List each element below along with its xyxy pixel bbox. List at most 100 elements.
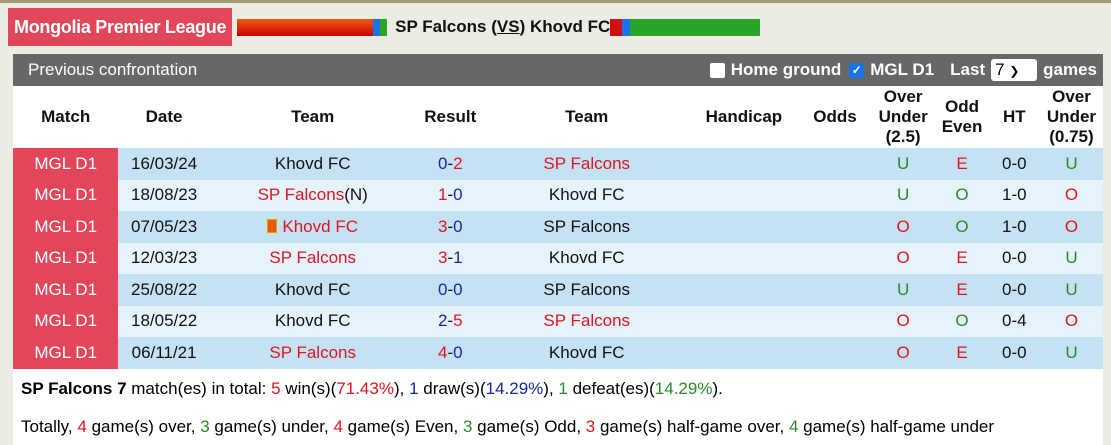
match-league[interactable]: MGL D1 [13,179,119,211]
away-team[interactable]: Khovd FC [484,337,689,369]
home-team-name: SP Falcons [395,17,487,36]
column-header: Match [41,107,91,126]
odds [799,242,871,274]
top-border [0,0,1111,3]
match-date: 06/11/21 [118,337,210,369]
home-team[interactable]: Khovd FC [209,211,416,243]
match-date: 18/05/22 [118,305,210,337]
away-team[interactable]: SP Falcons [484,305,689,337]
match-league[interactable]: MGL D1 [13,305,119,337]
handicap [688,211,800,243]
home-team[interactable]: SP Falcons [209,337,416,369]
away-team[interactable]: Khovd FC [484,242,689,274]
table-row: MGL D1 25/08/22 Khovd FC 0-0 SP Falcons … [13,274,1103,306]
away-team-name: Khovd FC [529,17,611,36]
odd-even: E [935,337,989,369]
odds [799,274,871,306]
half-time-score: 1-0 [988,211,1040,243]
league-filter-label: MGL D1 [870,60,935,79]
handicap [688,242,800,274]
match-date: 18/08/23 [118,179,210,211]
odd-even: E [935,148,989,180]
summary-text: game(s) under, [209,416,334,436]
table-row: MGL D1 18/05/22 Khovd FC 2-5 SP Falcons … [13,305,1103,337]
over-under-2-5: U [870,179,936,211]
summary-text: 4 [77,416,87,436]
table-row: MGL D1 12/03/23 SP Falcons 3-1 Khovd FC … [13,242,1103,274]
league-name[interactable]: Mongolia Premier League [8,8,233,46]
odds [799,148,871,180]
odd-even: O [935,179,989,211]
home-ground-label: Home ground [730,60,842,79]
home-team[interactable]: SP Falcons(N) [209,179,416,211]
games-label: games [1043,60,1097,79]
last-games-select[interactable]: 7 ❯ [991,59,1038,81]
home-ground-checkbox[interactable] [709,62,725,78]
summary-text: game(s) half-game under [798,416,995,436]
league-filter-checkbox[interactable]: ✓ [849,62,865,78]
handicap [688,337,800,369]
odds [799,211,871,243]
handicap [688,305,800,337]
odd-even: E [935,242,989,274]
away-team[interactable]: SP Falcons [484,274,689,306]
previous-confrontation-panel: Previous confrontation Home ground ✓ MGL… [13,54,1103,445]
column-header: Date [145,107,183,126]
vs-link[interactable]: VS [496,17,520,36]
match-league[interactable]: MGL D1 [13,274,119,306]
over-under-0-75: U [1039,337,1103,369]
match-league[interactable]: MGL D1 [13,148,119,180]
confrontation-table: Match Date Team Result Team Handicap Odds Over … [13,86,1103,369]
away-team[interactable]: SP Falcons [484,148,689,180]
half-time-score: 0-0 [988,337,1040,369]
away-form-bar [610,18,761,36]
home-team[interactable]: Khovd FC [209,305,416,337]
match-league[interactable]: MGL D1 [13,242,119,274]
odds [799,337,871,369]
match-result[interactable]: 3-0 [415,211,485,243]
column-header: Over Under (0.75) [1046,87,1097,146]
half-time-score: 0-0 [988,274,1040,306]
panel-header: Previous confrontation Home ground ✓ MGL… [13,54,1103,86]
match-result[interactable]: 0-2 [415,148,485,180]
odds [799,179,871,211]
home-team[interactable]: Khovd FC [209,274,416,306]
odd-even: E [935,274,989,306]
match-date: 25/08/22 [118,274,210,306]
summary-line-2: Totally, 4 game(s) over, 3 game(s) under… [13,407,1103,445]
over-under-2-5: U [870,148,936,180]
away-team[interactable]: SP Falcons [484,211,689,243]
column-header: Odd Even [941,97,983,136]
summary-text: 3 [462,416,473,436]
match-league[interactable]: MGL D1 [13,337,119,369]
match-result[interactable]: 2-5 [415,305,485,337]
match-result[interactable]: 4-0 [415,337,485,369]
home-team[interactable]: SP Falcons [209,242,416,274]
match-result[interactable]: 1-0 [415,179,485,211]
handicap [688,274,800,306]
home-team[interactable]: Khovd FC [209,148,416,180]
column-header: Team [291,107,335,126]
summary-text: 4 [788,416,799,436]
summary-text: 3 [200,416,210,436]
column-header: Odds [813,107,857,126]
column-header: HT [1002,107,1026,126]
column-header: Team [565,107,609,126]
panel-title: Previous confrontation [28,60,198,79]
over-under-2-5: O [870,211,936,243]
table-row: MGL D1 07/05/23 Khovd FC 3-0 SP Falcons … [13,211,1103,243]
table-row: MGL D1 16/03/24 Khovd FC 0-2 SP Falcons … [13,148,1103,180]
column-header: Result [424,107,477,126]
away-team[interactable]: Khovd FC [484,179,689,211]
match-league[interactable]: MGL D1 [13,211,119,243]
match-result[interactable]: 0-0 [415,274,485,306]
over-under-0-75: U [1039,242,1103,274]
half-time-score: 0-4 [988,305,1040,337]
over-under-2-5: O [870,305,936,337]
match-date: 12/03/23 [118,242,210,274]
home-form-bar [237,18,388,36]
table-row: MGL D1 06/11/21 SP Falcons 4-0 Khovd FC … [13,337,1103,369]
odd-even: O [935,211,989,243]
match-result[interactable]: 3-1 [415,242,485,274]
column-header: Over Under (2.5) [878,87,928,146]
